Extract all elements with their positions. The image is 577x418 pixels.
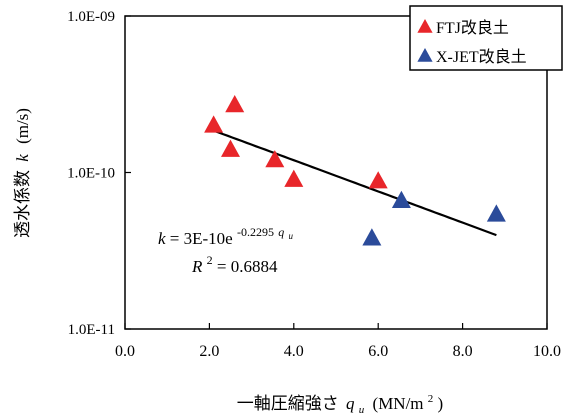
trendline-equation: k = 3E-10e -0.2295 q u xyxy=(158,221,293,248)
point-series-0-1 xyxy=(221,139,240,157)
legend-label-xjet: X-JET改良土 xyxy=(436,48,527,66)
r-squared: R 2 = 0.6884 xyxy=(191,249,278,276)
y-tick-label-2: 1.0E-09 xyxy=(67,9,115,25)
trendline-exponential xyxy=(213,129,497,237)
legend-box xyxy=(409,5,563,71)
y-tick-label-0: 1.0E-11 xyxy=(68,322,115,338)
x-tick-label-3: 6.0 xyxy=(368,343,388,360)
legend-marker-xjet xyxy=(417,48,433,62)
x-tick-label-1: 2.0 xyxy=(199,343,219,360)
point-series-0-3 xyxy=(265,150,285,168)
x-tick-label-5: 10.0 xyxy=(533,343,561,360)
equation-exponent-subscript: u xyxy=(288,231,293,241)
legend: FTJ改良土 X-JET改良土 xyxy=(409,5,563,71)
y-axis-label: 透水係数 k (m/s) xyxy=(13,108,32,238)
point-series-1-0 xyxy=(362,228,382,246)
x-axis-label-unit: (MN/m xyxy=(373,394,424,413)
legend-marker-ftj xyxy=(417,19,433,33)
x-axis-label-prefix: 一軸圧縮強さ xyxy=(237,394,339,413)
y-axis-label-symbol: k xyxy=(13,154,32,162)
equation-exponent-symbol: q xyxy=(278,225,284,239)
point-series-0-4 xyxy=(284,169,304,187)
equation-exponent: -0.2295 xyxy=(237,225,274,239)
data-markers xyxy=(204,94,506,246)
r-squared-value: = 0.6884 xyxy=(217,257,278,276)
x-axis-label-unit-close: ) xyxy=(438,394,444,413)
point-series-0-2 xyxy=(225,94,245,113)
x-axis: 0.0 2.0 4.0 6.0 8.0 10.0 xyxy=(115,323,561,360)
x-tick-label-2: 4.0 xyxy=(284,343,304,360)
y-tick-label-1: 1.0E-10 xyxy=(67,166,115,182)
equation-lhs: k xyxy=(158,229,166,248)
legend-label-ftj: FTJ改良土 xyxy=(436,19,509,37)
equation-body: = 3E-10e xyxy=(170,229,233,248)
r-squared-superscript: 2 xyxy=(207,253,213,267)
y-axis: 1.0E-11 1.0E-10 1.0E-09 xyxy=(67,9,131,338)
r-squared-symbol: R xyxy=(191,257,203,276)
y-axis-label-prefix: 透水係数 xyxy=(13,170,32,238)
point-series-0-0 xyxy=(204,115,224,133)
point-series-1-1 xyxy=(391,190,411,208)
x-axis-label-symbol: q xyxy=(346,394,355,413)
point-series-1-2 xyxy=(486,204,506,222)
x-tick-label-0: 0.0 xyxy=(115,343,135,360)
x-tick-label-4: 8.0 xyxy=(453,343,473,360)
point-series-0-5 xyxy=(368,171,388,189)
x-axis-label-unit-superscript: 2 xyxy=(428,393,434,405)
x-axis-label-subscript: u xyxy=(359,404,365,416)
x-axis-label: 一軸圧縮強さ q u (MN/m 2 ) xyxy=(237,387,443,417)
y-axis-label-unit: (m/s) xyxy=(13,108,32,144)
